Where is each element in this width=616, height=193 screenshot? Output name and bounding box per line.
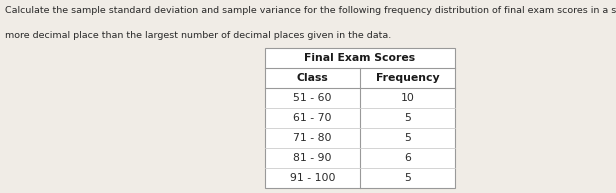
Text: 10: 10 (400, 93, 415, 103)
Text: 91 - 100: 91 - 100 (290, 173, 335, 183)
Text: Frequency: Frequency (376, 73, 439, 83)
Text: Class: Class (297, 73, 328, 83)
Text: 81 - 90: 81 - 90 (293, 153, 332, 163)
Text: more decimal place than the largest number of decimal places given in the data.: more decimal place than the largest numb… (5, 31, 391, 40)
Text: Calculate the sample standard deviation and sample variance for the following fr: Calculate the sample standard deviation … (5, 6, 616, 15)
Text: 71 - 80: 71 - 80 (293, 133, 332, 143)
Text: 51 - 60: 51 - 60 (293, 93, 332, 103)
Text: Final Exam Scores: Final Exam Scores (304, 53, 416, 63)
Text: 5: 5 (404, 113, 411, 123)
Text: 61 - 70: 61 - 70 (293, 113, 332, 123)
Text: 5: 5 (404, 173, 411, 183)
Text: 5: 5 (404, 133, 411, 143)
Text: 6: 6 (404, 153, 411, 163)
